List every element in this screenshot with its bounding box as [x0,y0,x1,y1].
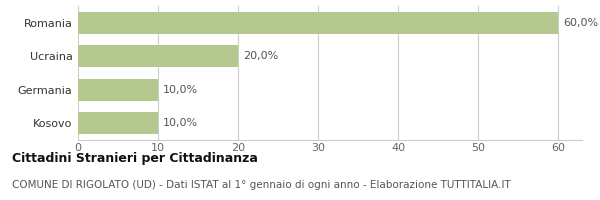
Text: Cittadini Stranieri per Cittadinanza: Cittadini Stranieri per Cittadinanza [12,152,258,165]
Text: 10,0%: 10,0% [163,85,198,95]
Bar [78,112,158,134]
Text: 10,0%: 10,0% [163,118,198,128]
Bar [78,45,238,67]
Bar [78,79,158,101]
Text: COMUNE DI RIGOLATO (UD) - Dati ISTAT al 1° gennaio di ogni anno - Elaborazione T: COMUNE DI RIGOLATO (UD) - Dati ISTAT al … [12,180,511,190]
Bar [78,12,558,34]
Text: 60,0%: 60,0% [563,18,598,28]
Text: 20,0%: 20,0% [243,51,278,61]
